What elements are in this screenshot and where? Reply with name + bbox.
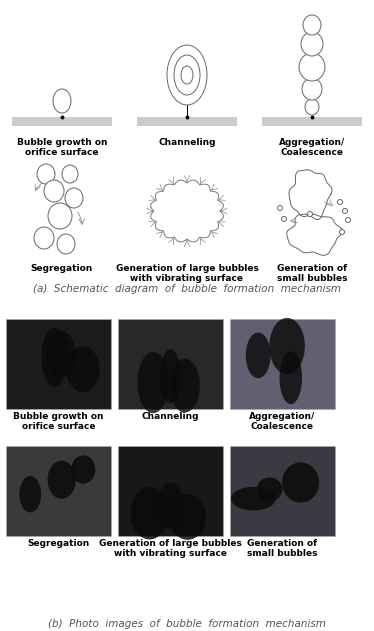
Ellipse shape [71, 456, 95, 484]
Text: Segregation: Segregation [31, 264, 93, 273]
Bar [137, 117, 237, 126]
Ellipse shape [62, 165, 78, 183]
Ellipse shape [46, 331, 76, 377]
Bar [230, 319, 335, 409]
Ellipse shape [282, 216, 286, 221]
Bar [6, 446, 111, 536]
Ellipse shape [170, 358, 200, 413]
Ellipse shape [160, 349, 181, 404]
Ellipse shape [282, 463, 319, 503]
Bar [262, 117, 362, 126]
Polygon shape [289, 170, 332, 220]
Bar [12, 117, 112, 126]
Bar [118, 446, 223, 536]
Text: Channeling: Channeling [158, 138, 216, 147]
Text: Bubble growth on
orifice surface: Bubble growth on orifice surface [13, 412, 104, 432]
Ellipse shape [138, 352, 169, 413]
Ellipse shape [131, 487, 169, 540]
Ellipse shape [337, 199, 343, 204]
Ellipse shape [305, 99, 319, 115]
Text: Aggregation/
Coalescence: Aggregation/ Coalescence [249, 412, 316, 432]
Ellipse shape [169, 494, 206, 540]
Ellipse shape [269, 318, 305, 374]
Text: Generation of large bubbles
with vibrating surface: Generation of large bubbles with vibrati… [116, 264, 258, 283]
Ellipse shape [346, 218, 350, 223]
Bar [118, 319, 223, 409]
Ellipse shape [157, 483, 183, 529]
Ellipse shape [340, 230, 344, 235]
Text: Channeling: Channeling [142, 412, 199, 421]
Ellipse shape [167, 45, 207, 105]
Ellipse shape [302, 78, 322, 100]
Text: Segregation: Segregation [27, 539, 90, 548]
Ellipse shape [57, 234, 75, 254]
Ellipse shape [174, 55, 200, 95]
Ellipse shape [37, 164, 55, 184]
Text: (a)  Schematic  diagram  of  bubble  formation  mechanism: (a) Schematic diagram of bubble formatio… [33, 284, 341, 294]
Ellipse shape [231, 487, 276, 510]
Ellipse shape [278, 206, 282, 211]
Ellipse shape [65, 188, 83, 208]
Text: Generation of
small bubbles: Generation of small bubbles [277, 264, 347, 283]
Polygon shape [151, 180, 223, 242]
Ellipse shape [301, 32, 323, 56]
Ellipse shape [66, 346, 99, 392]
Ellipse shape [47, 461, 76, 499]
Polygon shape [287, 214, 343, 256]
Ellipse shape [303, 15, 321, 35]
Ellipse shape [181, 66, 193, 84]
Ellipse shape [42, 328, 67, 387]
Ellipse shape [34, 227, 54, 249]
Bar [230, 446, 335, 536]
Ellipse shape [19, 476, 41, 512]
Ellipse shape [44, 180, 64, 202]
Text: Aggregation/
Coalescence: Aggregation/ Coalescence [279, 138, 345, 157]
Ellipse shape [279, 351, 302, 404]
Ellipse shape [257, 478, 282, 501]
Ellipse shape [53, 89, 71, 113]
Text: Generation of
small bubbles: Generation of small bubbles [247, 539, 318, 558]
Ellipse shape [307, 211, 313, 216]
Text: (b)  Photo  images  of  bubble  formation  mechanism: (b) Photo images of bubble formation mec… [48, 619, 326, 629]
Text: Generation of large bubbles
with vibrating surface: Generation of large bubbles with vibrati… [99, 539, 242, 558]
Ellipse shape [48, 203, 72, 229]
Bar [6, 319, 111, 409]
Ellipse shape [299, 53, 325, 81]
Ellipse shape [343, 208, 347, 213]
Text: Bubble growth on
orifice surface: Bubble growth on orifice surface [17, 138, 107, 157]
Ellipse shape [246, 333, 270, 378]
